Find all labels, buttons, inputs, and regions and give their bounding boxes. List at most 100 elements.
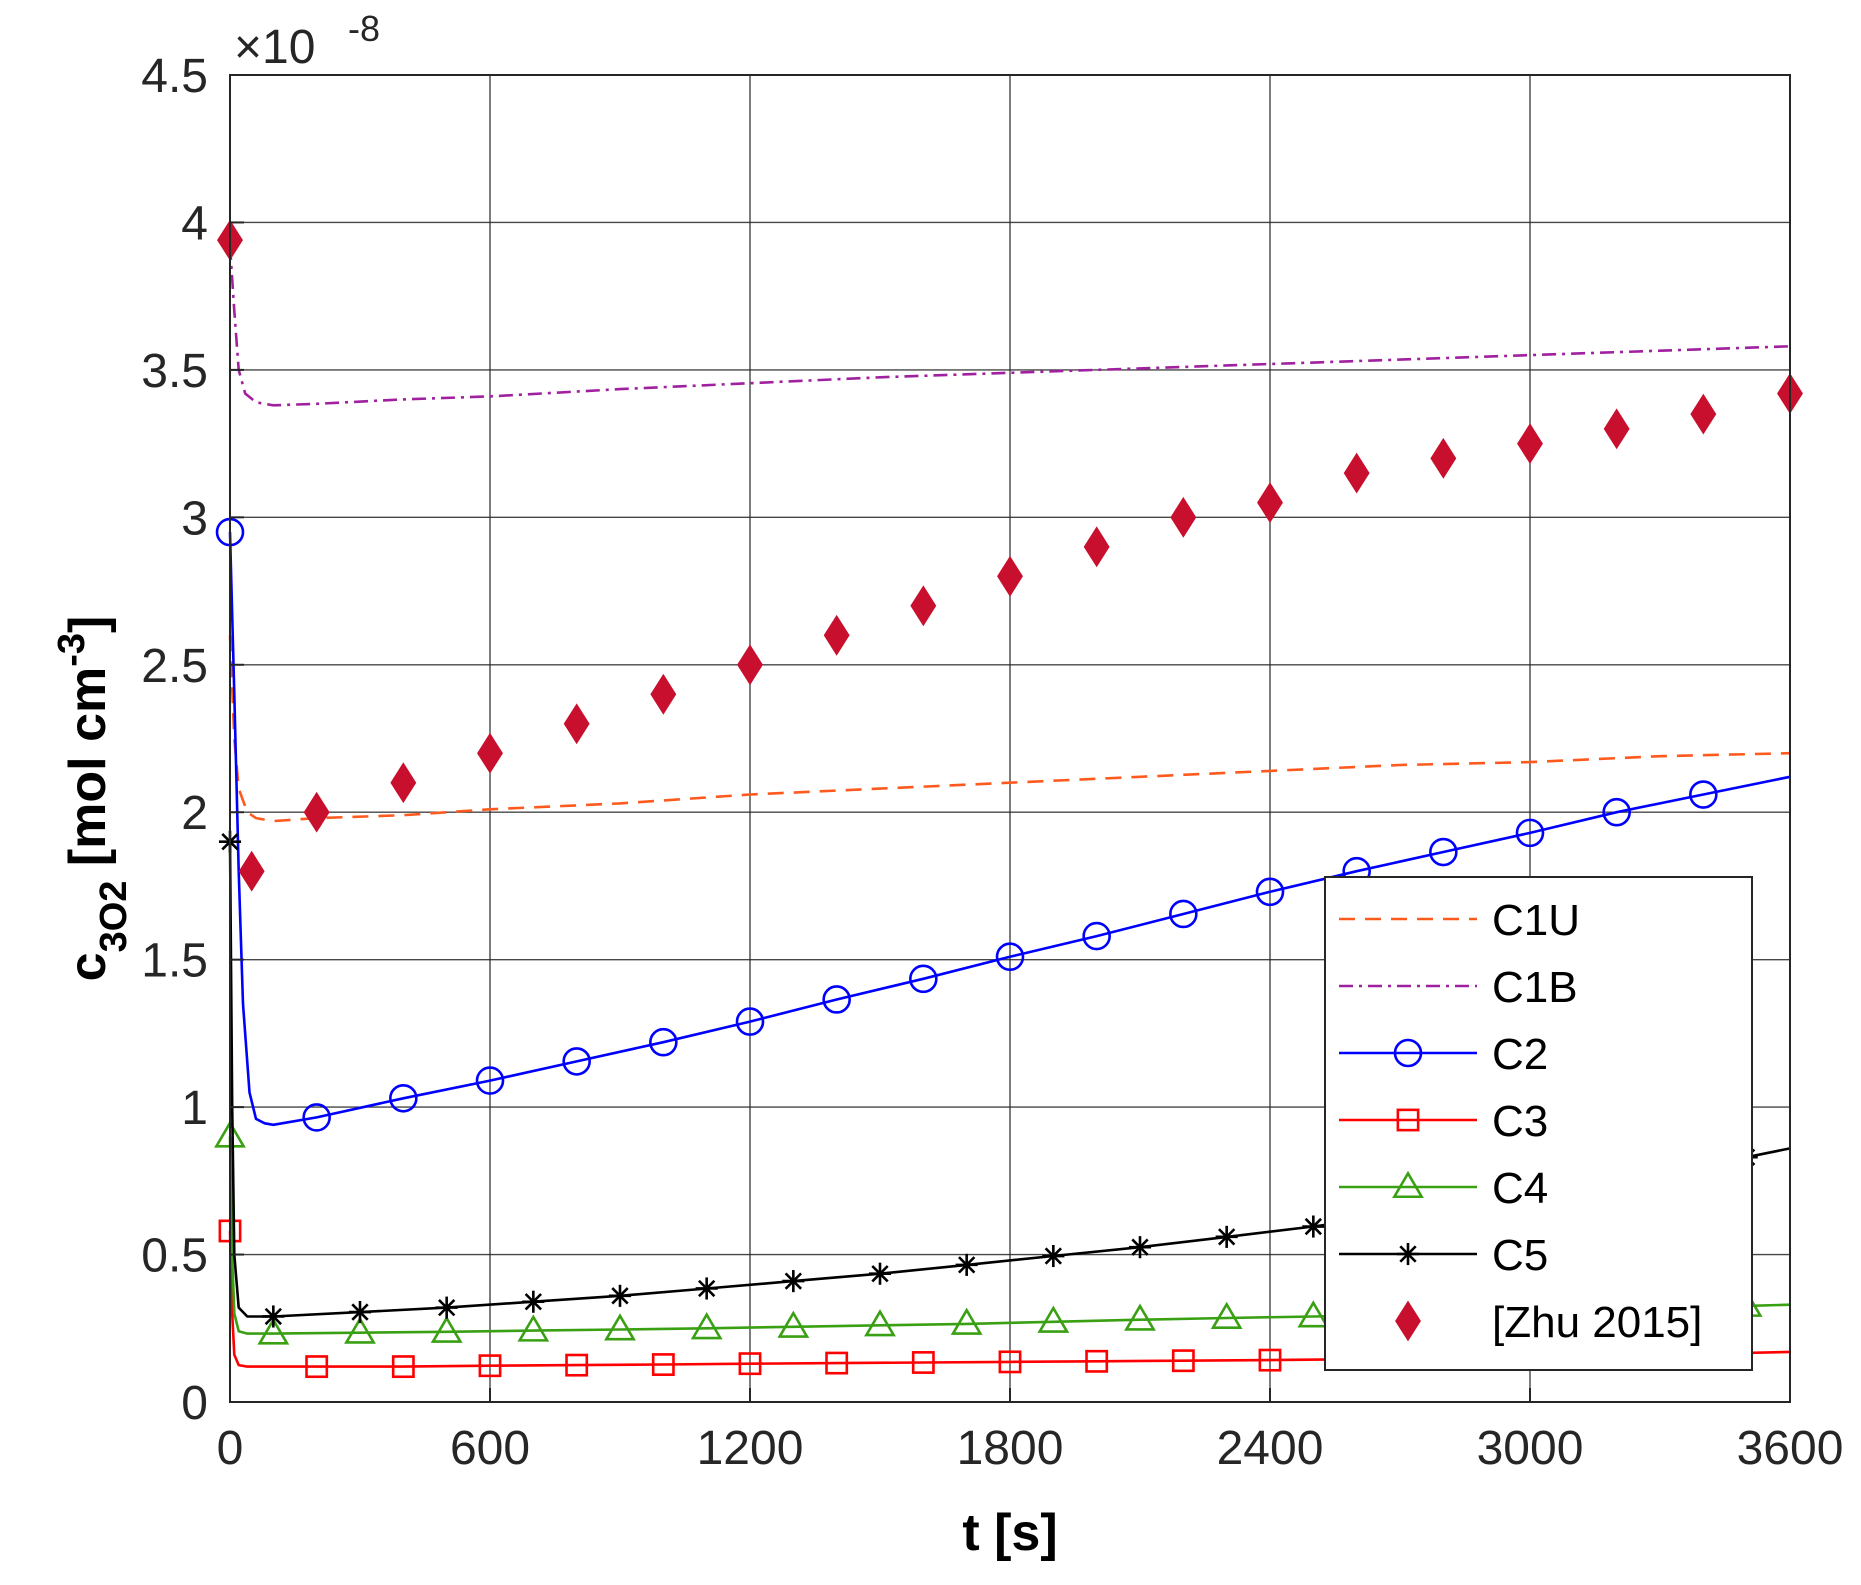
y-tick-label: 0	[181, 1377, 208, 1430]
legend-label: C5	[1492, 1231, 1548, 1280]
marker-circle	[1429, 837, 1458, 867]
series-line-c1u	[228, 635, 1791, 823]
marker-diamond	[1257, 482, 1283, 524]
marker-triangle	[517, 1314, 550, 1342]
series-c1u	[228, 635, 1791, 823]
marker-diamond	[1430, 437, 1457, 479]
marker-asterisk-stroke	[1218, 1228, 1236, 1246]
marker-diamond	[1517, 423, 1543, 465]
marker-diamond	[910, 585, 937, 627]
marker-asterisk	[868, 1262, 892, 1285]
marker-asterisk-stroke	[1044, 1247, 1062, 1265]
marker-square	[651, 1353, 675, 1376]
legend-label: C3	[1492, 1097, 1548, 1146]
legend-item-c4: C4	[1339, 1164, 1548, 1213]
x-tick-label: 0	[217, 1422, 244, 1475]
marker-triangle	[777, 1310, 810, 1338]
marker-circle	[995, 942, 1025, 972]
marker-asterisk	[955, 1253, 978, 1276]
marker-triangle	[1297, 1300, 1330, 1328]
legend: C1U C1B C2 C3 C4 C5 [Zhu 2015]	[1324, 876, 1753, 1371]
y-multiplier-exponent: -8	[348, 8, 380, 49]
svg-text:c3O2 [mol cm-3]: c3O2 [mol cm-3]	[51, 616, 135, 982]
marker-diamond	[303, 791, 330, 833]
y-tick-label: 2	[181, 787, 208, 840]
marker-diamond	[390, 762, 417, 804]
marker-asterisk-stroke	[351, 1303, 369, 1321]
y-tick-label: 3	[181, 492, 208, 545]
y-tick-label: 2.5	[141, 640, 208, 693]
series-c2	[215, 517, 1791, 1132]
marker-asterisk	[1302, 1215, 1325, 1238]
marker-asterisk-stroke	[784, 1272, 802, 1290]
legend-label: C2	[1492, 1030, 1548, 1079]
marker-asterisk-stroke	[264, 1307, 282, 1326]
x-tick-label: 3600	[1737, 1422, 1844, 1475]
marker-diamond	[1343, 452, 1370, 494]
marker-circle	[562, 1047, 591, 1076]
marker-square	[1396, 1108, 1420, 1132]
marker-diamond	[1690, 393, 1717, 435]
y-multiplier: ×10 -8	[234, 8, 380, 74]
legend-item-c1u: C1U	[1339, 896, 1580, 945]
x-axis-label: t [s]	[962, 1504, 1057, 1562]
marker-square	[998, 1350, 1022, 1374]
marker-asterisk	[695, 1277, 718, 1300]
marker-diamond	[823, 614, 850, 656]
marker-diamond	[563, 703, 590, 745]
marker-square	[911, 1351, 935, 1374]
legend-label: [Zhu 2015]	[1492, 1298, 1702, 1347]
marker-square	[1258, 1348, 1282, 1372]
marker-circle	[1255, 877, 1285, 907]
marker-triangle	[950, 1307, 983, 1335]
marker-asterisk-stroke	[1399, 1245, 1417, 1263]
marker-asterisk-stroke	[958, 1256, 976, 1274]
marker-triangle	[430, 1315, 463, 1343]
series-line-c1b	[228, 245, 1791, 407]
marker-circle	[735, 1007, 765, 1036]
marker-circle	[822, 985, 851, 1014]
marker-asterisk-stroke	[524, 1293, 542, 1311]
marker-triangle	[344, 1316, 376, 1344]
y-axis-label-subscript: 3O2	[93, 881, 135, 953]
legend-label: C1B	[1492, 963, 1578, 1012]
legend-item-c5: C5	[1339, 1231, 1548, 1280]
x-tick-label: 600	[450, 1422, 530, 1475]
marker-diamond	[1395, 1300, 1421, 1342]
marker-triangle	[257, 1317, 290, 1345]
ticks: 0 600 1200 1800 2400 3000 3600 0 0.5 1 1.5 2 2.5 3 3.5…	[141, 50, 1843, 1475]
marker-triangle	[864, 1309, 896, 1337]
marker-square	[305, 1355, 329, 1379]
marker-diamond	[477, 732, 503, 774]
y-multiplier-prefix: ×10	[234, 21, 315, 74]
y-axis-label-unit-exponent: -3	[51, 633, 93, 667]
y-axis-label: c3O2 [mol cm-3]	[51, 616, 135, 982]
marker-square	[391, 1355, 415, 1379]
marker-asterisk-stroke	[438, 1298, 456, 1317]
marker-asterisk-stroke	[1304, 1217, 1322, 1236]
marker-square	[1085, 1349, 1109, 1373]
legend-item-c1b: C1B	[1339, 963, 1578, 1012]
y-tick-label: 1	[181, 1082, 208, 1135]
marker-triangle	[604, 1313, 636, 1341]
y-tick-label: 4	[181, 197, 208, 250]
y-tick-label: 4.5	[141, 50, 208, 103]
marker-diamond	[238, 850, 265, 892]
series-c5	[218, 830, 1791, 1328]
marker-asterisk-stroke	[1131, 1238, 1149, 1256]
series-c1b	[228, 245, 1791, 407]
y-axis-label-unit-close: ]	[59, 616, 117, 633]
series-zhu-2015	[217, 219, 1803, 892]
marker-square	[738, 1352, 762, 1376]
marker-triangle	[1124, 1303, 1156, 1331]
x-tick-label: 1200	[697, 1422, 804, 1475]
marker-circle	[649, 1027, 678, 1057]
marker-triangle	[1210, 1301, 1243, 1330]
marker-circle	[1393, 1038, 1423, 1068]
marker-circle	[389, 1083, 418, 1113]
marker-asterisk	[522, 1290, 545, 1313]
marker-square	[565, 1353, 589, 1377]
marker-triangle	[1392, 1170, 1424, 1199]
y-tick-label: 1.5	[141, 935, 208, 988]
